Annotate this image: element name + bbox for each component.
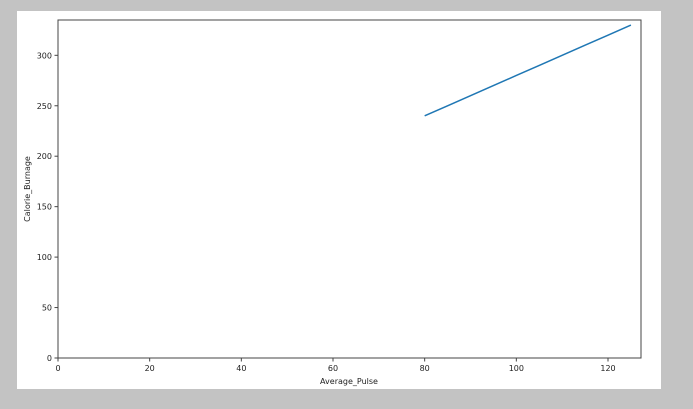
y-tick-label: 250 <box>37 102 52 111</box>
plot-area <box>57 19 642 359</box>
x-tick-label: 120 <box>600 364 615 373</box>
series-line <box>424 24 632 117</box>
y-tick-label: 100 <box>37 253 52 262</box>
y-tick-label: 50 <box>42 304 52 313</box>
x-tick-label: 40 <box>236 364 246 373</box>
x-tick-label: 0 <box>55 364 60 373</box>
y-tick-label: 300 <box>37 51 52 60</box>
x-tick-label: 60 <box>328 364 338 373</box>
x-axis-label: Average_Pulse <box>320 377 378 386</box>
x-tick-label: 20 <box>145 364 155 373</box>
y-tick-label: 0 <box>47 354 52 363</box>
y-axis-label: Calorie_Burnage <box>23 156 32 222</box>
y-tick-label: 150 <box>37 203 52 212</box>
y-tick-label: 200 <box>37 152 52 161</box>
x-tick-label: 80 <box>420 364 430 373</box>
x-tick-label: 100 <box>509 364 524 373</box>
